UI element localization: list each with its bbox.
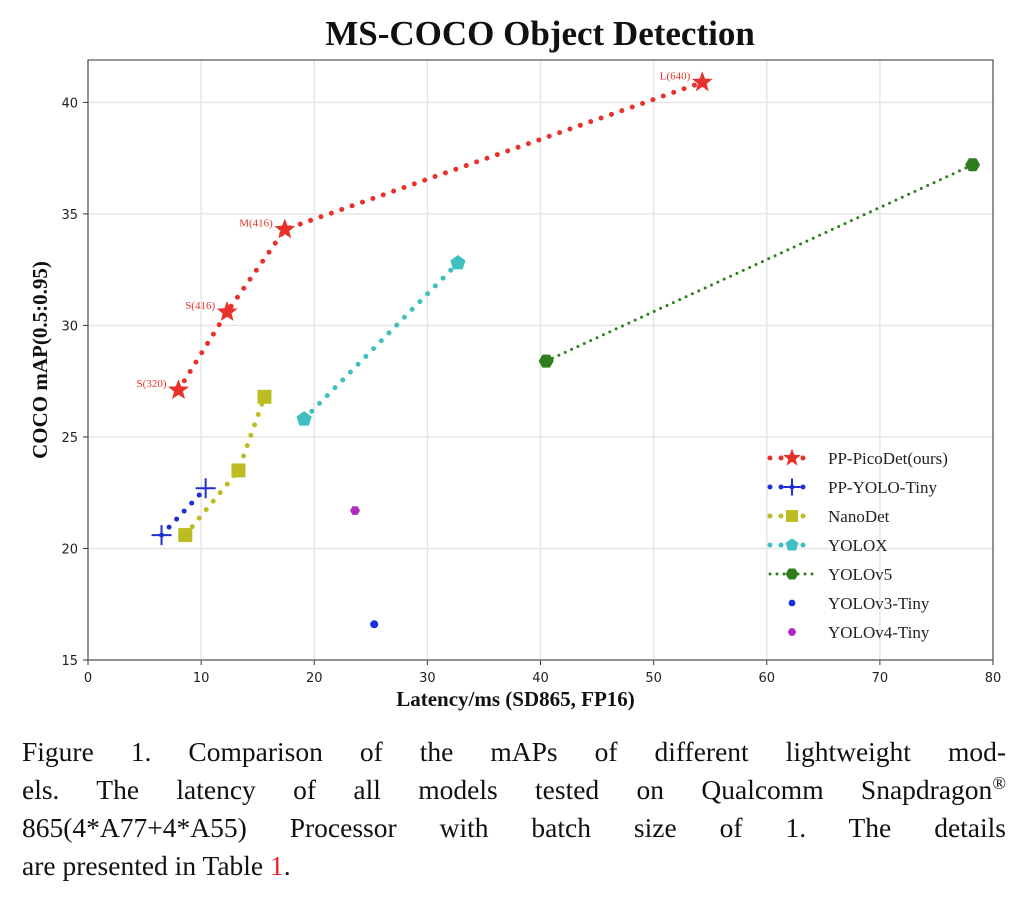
legend-label: YOLOv4-Tiny: [828, 623, 930, 642]
data-point-yolov3-tiny: [370, 620, 379, 629]
data-point-nanodet: [257, 389, 272, 404]
caption-line: 865(4*A77+4*A55) Processor with batch si…: [22, 812, 1006, 843]
y-tick-label: 15: [61, 654, 78, 669]
data-label: S(320): [137, 378, 167, 390]
legend-marker: [788, 599, 796, 607]
caption-text: els. The latency of all models tested on…: [22, 774, 993, 805]
y-axis-label: COCO mAP(0.5:0.95): [28, 261, 52, 459]
caption-line: are presented in Table 1.: [22, 847, 1006, 885]
x-tick-label: 60: [758, 671, 775, 686]
legend-marker: [785, 568, 799, 580]
series-line-yolox: [301, 260, 461, 422]
x-tick-label: 0: [84, 671, 92, 686]
legend-label: YOLOv5: [828, 565, 892, 584]
series-line-yolov5: [544, 163, 975, 363]
caption-line: Figure 1. Comparison of the mAPs of diff…: [22, 736, 1006, 767]
caption-text: are presented in Table: [22, 850, 271, 881]
table-reference-link[interactable]: 1: [270, 850, 284, 881]
series-line-pp-picodet-ours: [176, 79, 705, 393]
figure-caption: Figure 1. Comparison of the mAPs of diff…: [22, 733, 1006, 885]
data-point-yolox: [296, 411, 312, 426]
data-point-pp-picodet-ours: [691, 71, 713, 92]
data-point-yolov4-tiny: [350, 506, 360, 515]
caption-text: .: [283, 850, 291, 881]
data-label: L(640): [660, 70, 691, 82]
x-tick-label: 30: [419, 671, 436, 686]
x-tick-label: 20: [306, 671, 323, 686]
legend-marker: [785, 538, 799, 551]
data-label: S(416): [185, 300, 215, 312]
y-tick-label: 20: [61, 542, 78, 557]
y-tick-label: 30: [61, 319, 78, 334]
data-point-pp-picodet-ours: [216, 301, 238, 321]
data-point-pp-picodet-ours: [168, 379, 189, 399]
data-point-pp-picodet-ours: [274, 218, 296, 239]
data-point-yolox: [450, 255, 466, 270]
y-tick-label: 25: [61, 431, 78, 446]
legend-marker: [787, 628, 797, 636]
caption-line: els. The latency of all models tested on…: [22, 771, 1006, 809]
series-line-pp-yolo-tiny: [159, 485, 209, 538]
x-tick-label: 70: [872, 671, 889, 686]
x-axis-label: Latency/ms (SD865, FP16): [396, 687, 635, 711]
legend-label: PP-YOLO-Tiny: [828, 478, 937, 497]
data-point-yolov5: [538, 354, 554, 368]
data-point-nanodet: [178, 528, 193, 543]
registered-mark: ®: [992, 772, 1006, 793]
legend-label: PP-PicoDet(ours): [828, 449, 948, 468]
chart: 0 10 20 30 40 50 60 70 80152025303540Latency/ms …: [28, 59, 1002, 711]
data-point-pp-yolo-tiny: [195, 478, 216, 499]
x-tick-label: 80: [985, 671, 1002, 686]
legend-marker: [783, 448, 801, 466]
chart-title: MS-COCO Object Detection: [325, 14, 755, 53]
y-tick-label: 35: [61, 208, 78, 223]
data-point-pp-yolo-tiny: [151, 525, 172, 546]
data-point-yolov5: [965, 158, 981, 172]
legend-label: YOLOX: [828, 536, 888, 555]
data-point-nanodet: [231, 463, 246, 478]
x-tick-label: 10: [193, 671, 210, 686]
legend-label: NanoDet: [828, 507, 890, 526]
y-tick-label: 40: [61, 96, 78, 111]
plot-border: [87, 59, 994, 661]
x-tick-label: 40: [532, 671, 549, 686]
legend-marker: [783, 478, 801, 496]
data-label: M(416): [239, 218, 273, 230]
legend-label: YOLOv3-Tiny: [828, 594, 930, 613]
legend-marker: [786, 510, 798, 522]
x-tick-label: 50: [645, 671, 662, 686]
